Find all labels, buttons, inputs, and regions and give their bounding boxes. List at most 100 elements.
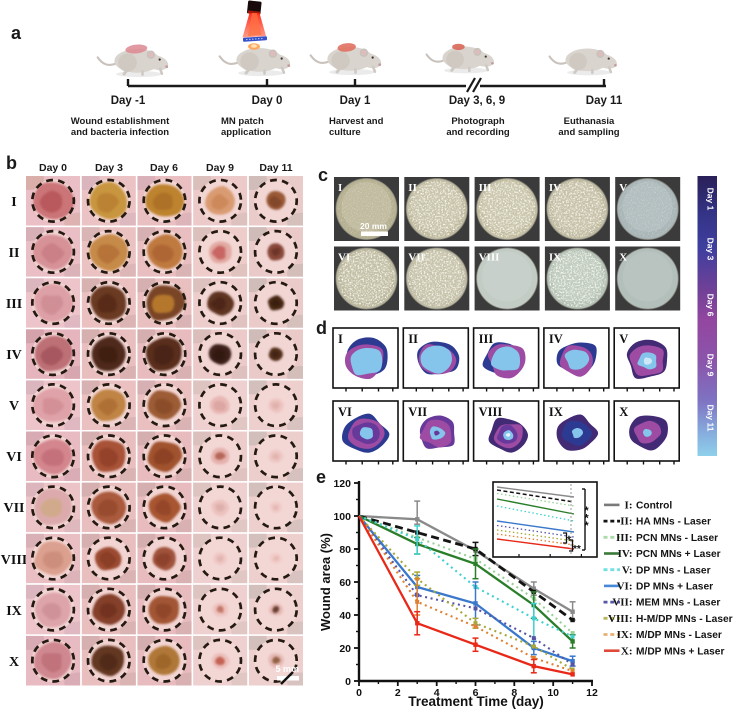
svg-text:c: c xyxy=(318,165,328,185)
svg-text:4: 4 xyxy=(434,687,440,699)
svg-text:**: ** xyxy=(573,544,581,555)
svg-text:II:: II: xyxy=(620,516,632,528)
svg-text:120: 120 xyxy=(333,478,351,490)
svg-text:a: a xyxy=(11,23,22,43)
svg-text:II: II xyxy=(9,246,20,261)
svg-text:culture: culture xyxy=(329,127,361,138)
svg-text:0: 0 xyxy=(345,676,351,688)
svg-text:2: 2 xyxy=(395,687,401,699)
svg-text:DP MNs + Laser: DP MNs + Laser xyxy=(636,582,713,593)
svg-text:V: V xyxy=(619,182,627,194)
svg-text:Day 9: Day 9 xyxy=(206,162,234,174)
svg-text:IV: IV xyxy=(549,332,563,346)
svg-text:IX: IX xyxy=(549,252,561,264)
svg-text:Wound establishment: Wound establishment xyxy=(71,116,170,127)
svg-text:I: I xyxy=(338,182,342,194)
svg-text:60: 60 xyxy=(339,577,351,589)
svg-text:12: 12 xyxy=(586,687,598,699)
svg-text:X: X xyxy=(619,405,628,419)
svg-text:VII: VII xyxy=(3,501,24,516)
svg-text:I:: I: xyxy=(625,500,633,512)
svg-text:10: 10 xyxy=(547,687,559,699)
svg-text:8: 8 xyxy=(511,687,517,699)
svg-text:Day 3: Day 3 xyxy=(95,162,123,174)
svg-text:application: application xyxy=(221,127,271,138)
svg-text:Harvest and: Harvest and xyxy=(329,116,384,127)
svg-text:HA MNs - Laser: HA MNs - Laser xyxy=(636,517,711,528)
svg-text:5 mm: 5 mm xyxy=(275,664,299,674)
svg-text:and bacteria infection: and bacteria infection xyxy=(71,127,169,138)
svg-text:VII:: VII: xyxy=(612,597,632,609)
svg-text:Control: Control xyxy=(636,501,672,512)
svg-text:IV: IV xyxy=(6,348,22,363)
svg-text:X: X xyxy=(9,655,19,670)
svg-text:Day 1: Day 1 xyxy=(706,188,716,211)
svg-text:Day 11: Day 11 xyxy=(706,405,716,432)
svg-text:V:: V: xyxy=(622,564,633,576)
svg-text:*: * xyxy=(584,505,589,517)
svg-text:Day 0: Day 0 xyxy=(252,95,283,107)
svg-text:Day 1: Day 1 xyxy=(340,95,371,107)
svg-text:I: I xyxy=(338,332,343,346)
svg-text:V: V xyxy=(619,332,628,346)
svg-text:Day 6: Day 6 xyxy=(150,162,178,174)
svg-text:VI: VI xyxy=(338,405,352,419)
svg-text:0: 0 xyxy=(356,687,362,699)
svg-text:II: II xyxy=(408,332,418,346)
svg-text:d: d xyxy=(316,318,327,338)
svg-text:MN patch: MN patch xyxy=(221,116,264,127)
svg-text:IV: IV xyxy=(549,182,561,194)
svg-text:I: I xyxy=(11,195,16,210)
svg-text:MEM MNs - Laser: MEM MNs - Laser xyxy=(636,598,720,609)
svg-text:X:: X: xyxy=(621,645,633,657)
svg-text:Treatment Time (day): Treatment Time (day) xyxy=(408,694,544,709)
svg-text:40: 40 xyxy=(339,610,351,622)
svg-text:IX: IX xyxy=(549,405,563,419)
svg-text:VII: VII xyxy=(408,405,427,419)
svg-text:Day 0: Day 0 xyxy=(39,162,67,174)
svg-text:III: III xyxy=(479,182,492,194)
svg-text:IX: IX xyxy=(6,604,22,619)
svg-text:6: 6 xyxy=(473,687,479,699)
svg-text:*: * xyxy=(584,513,589,525)
svg-text:80: 80 xyxy=(339,544,351,556)
svg-text:*: * xyxy=(584,520,589,532)
svg-text:Photograph: Photograph xyxy=(451,116,504,127)
svg-text:VIII: VIII xyxy=(479,405,503,419)
svg-text:VI: VI xyxy=(6,450,22,465)
svg-text:DP MNs - Laser: DP MNs - Laser xyxy=(636,565,711,576)
svg-text:II: II xyxy=(408,182,417,194)
svg-text:Day 3: Day 3 xyxy=(706,238,716,261)
svg-text:VI:: VI: xyxy=(617,581,633,593)
svg-text:IV:: IV: xyxy=(618,548,633,560)
svg-text:Day 3, 6, 9: Day 3, 6, 9 xyxy=(449,95,505,107)
svg-text:Day 9: Day 9 xyxy=(706,354,716,377)
svg-text:III:: III: xyxy=(616,532,633,544)
svg-text:Day -1: Day -1 xyxy=(111,95,146,107)
svg-text:III: III xyxy=(479,332,494,346)
svg-text:b: b xyxy=(6,153,17,173)
svg-text:20: 20 xyxy=(339,643,351,655)
svg-text:20 mm: 20 mm xyxy=(360,221,387,231)
svg-text:IX:: IX: xyxy=(617,629,633,641)
svg-text:PCN MNs + Laser: PCN MNs + Laser xyxy=(636,549,721,560)
svg-text:VIII: VIII xyxy=(1,553,27,568)
svg-text:M/DP MNs + Laser: M/DP MNs + Laser xyxy=(636,646,724,657)
svg-text:Day 6: Day 6 xyxy=(706,294,716,317)
svg-text:Day 11: Day 11 xyxy=(259,162,292,174)
svg-text:e: e xyxy=(316,467,326,487)
svg-text:and sampling: and sampling xyxy=(558,127,619,138)
svg-text:H-M/DP MNs - Laser: H-M/DP MNs - Laser xyxy=(636,614,733,625)
svg-text:M/DP MNs - Laser: M/DP MNs - Laser xyxy=(636,630,722,641)
svg-text:X: X xyxy=(619,252,627,264)
svg-text:III: III xyxy=(6,297,22,312)
svg-text:VI: VI xyxy=(338,252,350,264)
svg-text:100: 100 xyxy=(333,511,351,523)
svg-text:V: V xyxy=(9,399,19,414)
svg-text:Euthanasia: Euthanasia xyxy=(564,116,615,127)
svg-text:VII: VII xyxy=(408,252,425,264)
svg-text:VIII:: VIII: xyxy=(608,613,632,625)
svg-text:and recording: and recording xyxy=(446,127,510,138)
svg-text:Wound area (%): Wound area (%) xyxy=(318,533,333,631)
svg-text:PCN MNs - Laser: PCN MNs - Laser xyxy=(636,533,718,544)
